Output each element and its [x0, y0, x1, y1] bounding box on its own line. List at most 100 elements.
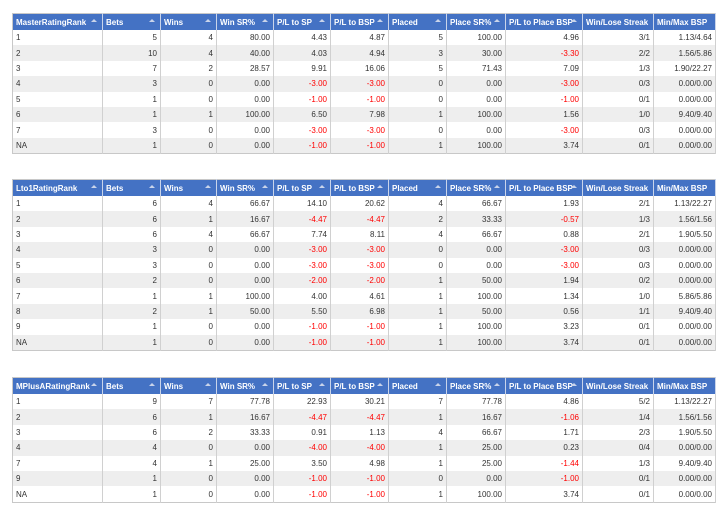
cell-rank: NA: [12, 334, 103, 351]
sort-ascending-icon[interactable]: [377, 19, 383, 22]
sort-ascending-icon[interactable]: [571, 19, 577, 22]
column-header-placed[interactable]: Placed: [388, 377, 447, 394]
column-header-pl-sp[interactable]: P/L to SP: [273, 13, 331, 30]
column-header-pl-place-bsp[interactable]: P/L to Place BSP: [505, 13, 583, 30]
column-header-label: MasterRatingRank: [16, 17, 87, 27]
sort-ascending-icon[interactable]: [435, 185, 441, 188]
cell-rank: 9: [12, 319, 103, 335]
column-header-rank[interactable]: MPlusARatingRank: [12, 377, 103, 394]
cell-pl-sp: 14.10: [273, 196, 331, 212]
column-header-placed[interactable]: Placed: [388, 13, 447, 30]
column-header-bets[interactable]: Bets: [102, 377, 161, 394]
cell-win-sr: 0.00: [216, 334, 274, 351]
cell-win-lose-streak: 0/1: [582, 334, 654, 351]
column-header-win-sr[interactable]: Win SR%: [216, 377, 274, 394]
cell-rank: 1: [12, 30, 103, 46]
cell-win-sr: 100.00: [216, 288, 274, 304]
cell-win-lose-streak: 0/3: [582, 257, 654, 273]
column-header-pl-bsp[interactable]: P/L to BSP: [330, 377, 389, 394]
column-header-win-lose-streak[interactable]: Win/Lose Streak: [582, 13, 654, 30]
sort-ascending-icon[interactable]: [149, 383, 155, 386]
column-header-place-sr[interactable]: Place SR%: [446, 377, 506, 394]
sort-ascending-icon[interactable]: [319, 19, 325, 22]
cell-win-sr: 0.00: [216, 91, 274, 107]
column-header-wins[interactable]: Wins: [160, 377, 217, 394]
column-header-win-lose-streak[interactable]: Win/Lose Streak: [582, 377, 654, 394]
cell-rank: 3: [12, 424, 103, 441]
cell-wins: 4: [160, 45, 217, 61]
column-header-min-max-bsp[interactable]: Min/Max BSP: [653, 377, 716, 394]
sort-ascending-icon[interactable]: [205, 185, 211, 188]
table-row: 4 3 0 0.00 -3.00 -3.00 0 0.00 -3.00 0/3 0.00/0.00: [12, 242, 716, 258]
sort-ascending-icon[interactable]: [91, 19, 97, 22]
column-header-placed[interactable]: Placed: [388, 179, 447, 196]
column-header-pl-place-bsp[interactable]: P/L to Place BSP: [505, 179, 583, 196]
column-header-rank[interactable]: Lto1RatingRank: [12, 179, 103, 196]
cell-rank: 3: [12, 60, 103, 77]
cell-wins: 1: [160, 106, 217, 123]
column-header-min-max-bsp[interactable]: Min/Max BSP: [653, 13, 716, 30]
cell-wins: 0: [160, 76, 217, 92]
sort-ascending-icon[interactable]: [377, 383, 383, 386]
column-header-place-sr[interactable]: Place SR%: [446, 179, 506, 196]
cell-min-max-bsp: 1.90/5.50: [653, 226, 716, 243]
column-header-wins[interactable]: Wins: [160, 179, 217, 196]
table-row: NA 1 0 0.00 -1.00 -1.00 1 100.00 3.74 0/1 0.00/0.0…: [12, 137, 716, 154]
column-header-win-lose-streak[interactable]: Win/Lose Streak: [582, 179, 654, 196]
column-header-win-sr[interactable]: Win SR%: [216, 13, 274, 30]
column-header-min-max-bsp[interactable]: Min/Max BSP: [653, 179, 716, 196]
sort-ascending-icon[interactable]: [205, 383, 211, 386]
sort-ascending-icon[interactable]: [377, 185, 383, 188]
cell-rank: NA: [12, 486, 103, 503]
column-header-pl-sp[interactable]: P/L to SP: [273, 377, 331, 394]
cell-pl-bsp: -1.00: [330, 334, 389, 351]
sort-ascending-icon[interactable]: [435, 19, 441, 22]
column-header-rank[interactable]: MasterRatingRank: [12, 13, 103, 30]
column-header-label: P/L to Place BSP: [509, 17, 573, 27]
column-header-wins[interactable]: Wins: [160, 13, 217, 30]
cell-pl-bsp: -1.00: [330, 137, 389, 154]
table-row: 9 1 0 0.00 -1.00 -1.00 1 100.00 3.23 0/1 0.00/0.00: [12, 319, 716, 335]
cell-pl-bsp: 1.13: [330, 424, 389, 441]
cell-min-max-bsp: 0.00/0.00: [653, 470, 716, 487]
column-header-pl-bsp[interactable]: P/L to BSP: [330, 179, 389, 196]
column-header-pl-bsp[interactable]: P/L to BSP: [330, 13, 389, 30]
sort-ascending-icon[interactable]: [149, 19, 155, 22]
column-header-label: P/L to SP: [277, 183, 312, 193]
table-row: 1 5 4 80.00 4.43 4.87 5 100.00 4.96 3/1 1.13/4.64: [12, 30, 716, 46]
sort-ascending-icon[interactable]: [571, 383, 577, 386]
sort-ascending-icon[interactable]: [494, 185, 500, 188]
sort-ascending-icon[interactable]: [319, 383, 325, 386]
sort-ascending-icon[interactable]: [494, 383, 500, 386]
cell-bets: 7: [102, 60, 161, 77]
column-header-pl-place-bsp[interactable]: P/L to Place BSP: [505, 377, 583, 394]
sort-ascending-icon[interactable]: [262, 19, 268, 22]
sort-ascending-icon[interactable]: [262, 185, 268, 188]
sort-ascending-icon[interactable]: [91, 383, 97, 386]
sort-ascending-icon[interactable]: [571, 185, 577, 188]
cell-win-sr: 66.67: [216, 226, 274, 243]
cell-min-max-bsp: 1.56/1.56: [653, 211, 716, 227]
sort-ascending-icon[interactable]: [91, 185, 97, 188]
table-row: 6 2 0 0.00 -2.00 -2.00 1 50.00 1.94 0/2 0.00/0.00: [12, 272, 716, 289]
cell-pl-sp: 0.91: [273, 424, 331, 441]
column-header-bets[interactable]: Bets: [102, 13, 161, 30]
cell-bets: 3: [102, 257, 161, 273]
sort-ascending-icon[interactable]: [262, 383, 268, 386]
column-header-win-sr[interactable]: Win SR%: [216, 179, 274, 196]
sort-ascending-icon[interactable]: [149, 185, 155, 188]
table-row: 7 1 1 100.00 4.00 4.61 1 100.00 1.34 1/0 5.86/5.86: [12, 288, 716, 304]
column-header-bets[interactable]: Bets: [102, 179, 161, 196]
cell-pl-place-bsp: -3.00: [505, 122, 583, 138]
sort-ascending-icon[interactable]: [319, 185, 325, 188]
column-header-label: P/L to BSP: [334, 183, 375, 193]
cell-pl-bsp: 7.98: [330, 106, 389, 123]
column-header-label: Place SR%: [450, 381, 492, 391]
cell-place-sr: 50.00: [446, 303, 506, 320]
column-header-place-sr[interactable]: Place SR%: [446, 13, 506, 30]
sort-ascending-icon[interactable]: [205, 19, 211, 22]
cell-bets: 6: [102, 226, 161, 243]
sort-ascending-icon[interactable]: [435, 383, 441, 386]
column-header-pl-sp[interactable]: P/L to SP: [273, 179, 331, 196]
sort-ascending-icon[interactable]: [494, 19, 500, 22]
